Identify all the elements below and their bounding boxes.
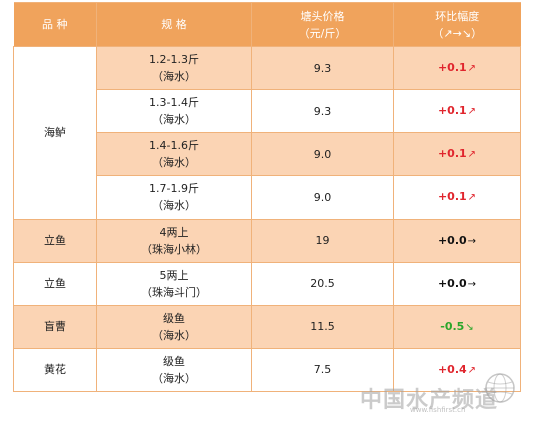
watermark-text: 中国水产频道 bbox=[360, 388, 499, 413]
spec-origin: （海水） bbox=[152, 113, 196, 127]
spec-origin: （珠海小林） bbox=[141, 242, 207, 256]
price-value: 11.5 bbox=[310, 320, 335, 334]
product-cell: 海鲈 bbox=[13, 46, 97, 220]
price-cell: 9.0 bbox=[251, 175, 394, 220]
trend-flat-icon: → bbox=[467, 235, 477, 247]
spec-cell: 1.4-1.6斤 （海水） bbox=[96, 132, 252, 177]
price-cell: 11.5 bbox=[251, 304, 394, 349]
change-value: +0.1 bbox=[437, 61, 467, 75]
table-row: 1.3-1.4斤 （海水） 9.3 +0.1↗ bbox=[14, 89, 521, 134]
trend-up-icon: ↗ bbox=[467, 192, 477, 204]
spec-cell: 1.3-1.4斤 （海水） bbox=[96, 89, 252, 134]
trend-up-icon: ↗ bbox=[467, 364, 477, 376]
table-row: 立鱼 4两上 （珠海小林） 19 +0.0→ bbox=[13, 218, 521, 263]
spec-size: 1.2-1.3斤 bbox=[149, 53, 199, 67]
price-value: 9.0 bbox=[313, 147, 332, 161]
header-spec-label: 规 格 bbox=[161, 18, 187, 31]
price-cell: 9.3 bbox=[251, 45, 394, 91]
price-cell: 19 bbox=[251, 218, 394, 263]
trend-up-icon: ↗ bbox=[467, 149, 477, 161]
spec-origin: （海水） bbox=[152, 156, 196, 170]
spec-origin: （珠海斗门） bbox=[141, 285, 207, 299]
spec-size: 1.4-1.6斤 bbox=[149, 139, 199, 153]
price-value: 9.0 bbox=[313, 190, 332, 204]
spec-origin: （海水） bbox=[152, 328, 196, 342]
change-value: +0.4 bbox=[437, 362, 467, 376]
change-value: -0.5 bbox=[440, 319, 465, 333]
spec-cell: 级鱼 （海水） bbox=[96, 347, 252, 393]
spec-size: 1.7-1.9斤 bbox=[149, 182, 199, 196]
price-cell: 20.5 bbox=[251, 261, 394, 306]
change-cell: +0.0→ bbox=[393, 261, 521, 306]
spec-cell: 级鱼 （海水） bbox=[96, 304, 252, 349]
spec-size: 级鱼 bbox=[163, 354, 185, 368]
change-cell: -0.5↘ bbox=[393, 304, 521, 349]
price-value: 19 bbox=[315, 234, 330, 248]
price-cell: 9.0 bbox=[251, 132, 394, 177]
price-cell: 9.3 bbox=[251, 89, 394, 134]
change-value: +0.0 bbox=[437, 276, 467, 290]
table-row: 立鱼 5两上 （珠海斗门） 20.5 +0.0→ bbox=[13, 261, 521, 306]
watermark-url: www.fishfirst.cn bbox=[410, 406, 466, 414]
product-cell: 盲曹 bbox=[13, 304, 97, 349]
table-header-row: 品 种 规 格 塘头价格 （元/斤） 环比幅度 （↗→↘） bbox=[13, 2, 521, 47]
header-spec: 规 格 bbox=[96, 2, 252, 47]
spec-cell: 4两上 （珠海小林） bbox=[96, 218, 252, 263]
spec-origin: （海水） bbox=[152, 70, 196, 84]
change-cell: +0.4↗ bbox=[393, 347, 521, 393]
product-cell: 立鱼 bbox=[13, 218, 97, 263]
header-price: 塘头价格 （元/斤） bbox=[251, 2, 394, 47]
change-cell: +0.1↗ bbox=[393, 89, 521, 134]
trend-down-icon: ↘ bbox=[465, 321, 474, 333]
change-cell: +0.0→ bbox=[393, 218, 521, 263]
product-name: 盲曹 bbox=[44, 320, 66, 334]
spec-cell: 5两上 （珠海斗门） bbox=[96, 261, 252, 306]
change-value: +0.0 bbox=[437, 233, 467, 247]
product-name: 立鱼 bbox=[44, 234, 66, 248]
table-row: 1.7-1.9斤 （海水） 9.0 +0.1↗ bbox=[14, 175, 521, 220]
header-change: 环比幅度 （↗→↘） bbox=[393, 2, 521, 47]
change-cell: +0.1↗ bbox=[393, 45, 521, 91]
product-cell: 黄花 bbox=[13, 347, 97, 393]
header-change-label: 环比幅度 bbox=[435, 9, 480, 23]
change-value: +0.1 bbox=[437, 190, 467, 204]
spec-size: 5两上 bbox=[159, 268, 189, 282]
price-value: 9.3 bbox=[313, 61, 332, 75]
trend-up-icon: ↗ bbox=[467, 106, 477, 118]
trend-flat-icon: → bbox=[467, 278, 477, 290]
spec-size: 级鱼 bbox=[163, 311, 185, 325]
table-row: 盲曹 级鱼 （海水） 11.5 -0.5↘ bbox=[13, 304, 521, 349]
product-name: 立鱼 bbox=[44, 277, 66, 291]
header-change-legend: （↗→↘） bbox=[432, 26, 483, 40]
table-row: 海鲈 1.2-1.3斤 （海水） 9.3 +0.1↗ bbox=[13, 45, 521, 220]
product-cell: 立鱼 bbox=[13, 261, 97, 306]
table-row: 黄花 级鱼 （海水） 7.5 +0.4↗ bbox=[13, 347, 521, 393]
trend-up-icon: ↗ bbox=[467, 63, 477, 75]
product-name: 黄花 bbox=[44, 363, 66, 377]
spec-size: 4两上 bbox=[159, 225, 189, 239]
header-product: 品 种 bbox=[13, 2, 97, 47]
header-price-label: 塘头价格 bbox=[300, 9, 345, 23]
product-name: 海鲈 bbox=[44, 126, 66, 140]
globe-logo-icon bbox=[485, 373, 515, 403]
spec-origin: （海水） bbox=[152, 371, 196, 385]
price-value: 9.3 bbox=[313, 104, 332, 118]
spec-cell: 1.7-1.9斤 （海水） bbox=[96, 175, 252, 220]
header-product-label: 品 种 bbox=[42, 18, 68, 31]
change-cell: +0.1↗ bbox=[393, 132, 521, 177]
table-row: 1.4-1.6斤 （海水） 9.0 +0.1↗ bbox=[14, 132, 521, 177]
price-value: 7.5 bbox=[313, 363, 332, 377]
header-price-unit: （元/斤） bbox=[298, 26, 347, 40]
price-cell: 7.5 bbox=[251, 347, 394, 393]
price-value: 20.5 bbox=[310, 277, 335, 291]
price-table: 品 种 规 格 塘头价格 （元/斤） 环比幅度 （↗→↘） 海鲈 1.2-1.3… bbox=[13, 2, 521, 393]
change-value: +0.1 bbox=[437, 147, 467, 161]
change-cell: +0.1↗ bbox=[393, 175, 521, 220]
spec-cell: 1.2-1.3斤 （海水） bbox=[96, 45, 252, 91]
spec-size: 1.3-1.4斤 bbox=[149, 96, 199, 110]
spec-origin: （海水） bbox=[152, 199, 196, 213]
change-value: +0.1 bbox=[437, 104, 467, 118]
